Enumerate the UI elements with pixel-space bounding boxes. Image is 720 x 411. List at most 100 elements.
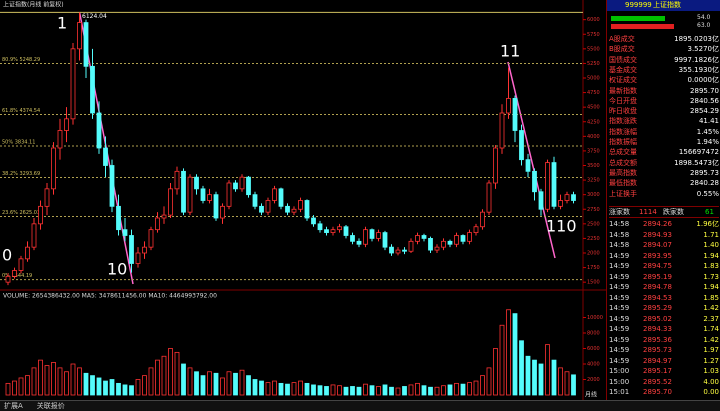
candle-body [31, 223, 37, 248]
candle-body [77, 22, 82, 50]
volume-tick-label: 8000 [587, 331, 600, 337]
candle-body [337, 226, 342, 231]
volume-bar [25, 375, 30, 396]
volume-bar [161, 355, 167, 396]
candle-body [207, 194, 212, 201]
annotation: 110 [546, 217, 577, 236]
candle-body [246, 176, 251, 196]
candle-body [129, 235, 134, 264]
candle-body [90, 65, 95, 114]
candle-body [519, 130, 524, 161]
volume-bar [480, 375, 485, 396]
tab[interactable]: 扩展A [4, 402, 23, 410]
candle-body [408, 240, 414, 252]
y-tick-label: 6000 [587, 17, 600, 23]
annotation: 1 [57, 14, 67, 33]
volume-bar [428, 386, 433, 396]
tick-volume: 1.94 [703, 283, 719, 291]
candle-body [512, 98, 518, 131]
candle-body [213, 194, 219, 219]
tick-volume: 1.42 [703, 304, 719, 312]
stat-label: 基金成交 [609, 65, 637, 74]
stat-row: 昨日收盘 2854.29 [609, 106, 719, 116]
tick-price: 2894.93 [643, 230, 672, 239]
updown: 1114 [639, 208, 657, 216]
volume-bar [298, 380, 303, 396]
candle-body [181, 170, 186, 213]
stat-value: 2854.29 [690, 107, 719, 116]
tick-row: 14:59 2894.53 1.85 [609, 293, 719, 303]
stat-label: 指数振幅 [609, 138, 637, 146]
tick-price: 2895.02 [643, 314, 672, 323]
volume-bar [506, 309, 511, 396]
candle-body [558, 200, 563, 207]
volume-bar [259, 380, 264, 396]
tick-volume: 0.00 [703, 388, 719, 396]
candle-body [460, 235, 466, 242]
y-tick-label: 1750 [587, 265, 600, 271]
tick-volume: 4.00 [703, 377, 719, 386]
candle-body [538, 191, 544, 210]
tick-price: 2894.97 [643, 356, 672, 365]
volume-bar [181, 363, 186, 396]
tick-price: 2895.73 [643, 346, 672, 354]
quote-panel: 999999 上证指数 54.0 63.0 A股成交 1895.0203亿 B股成交 3.52… [606, 0, 720, 400]
volume-bar [31, 367, 37, 396]
candle-body [103, 147, 108, 166]
tab[interactable]: 关联报价 [36, 402, 65, 410]
volume-bar [369, 385, 375, 396]
volume-bar [551, 359, 557, 396]
candle-body [298, 200, 303, 210]
volume-bar [148, 367, 154, 396]
volume-bar [239, 369, 245, 396]
volume-bar [454, 382, 459, 396]
fib-label: 0% 1544.19 [2, 273, 32, 279]
tick-price: 2895.52 [643, 377, 672, 386]
candle-body [324, 229, 329, 233]
tick-row: 14:59 2895.29 1.42 [609, 303, 719, 313]
candle-body [194, 176, 199, 190]
tick-price: 2895.19 [643, 272, 672, 281]
candle-body [441, 240, 446, 248]
volume-bar [447, 384, 453, 396]
updown: 跌家数 [663, 208, 684, 216]
volume-bar [538, 363, 544, 396]
volume-bar [311, 384, 316, 396]
volume-bar [434, 386, 440, 396]
candle-body [551, 162, 557, 207]
volume-bar [558, 367, 563, 396]
candle-body [259, 205, 264, 213]
tick-volume: 1.03 [703, 367, 719, 375]
candle-body [109, 165, 115, 207]
volume-bar [330, 384, 336, 396]
stat-label: 国债成交 [609, 55, 637, 64]
tick-time: 14:59 [609, 272, 630, 281]
tick-time: 14:59 [609, 346, 630, 354]
stat-label: 最高指数 [609, 168, 637, 177]
trend-line [507, 61, 556, 259]
volume-bar [278, 382, 284, 396]
tick-time: 14:59 [609, 293, 630, 302]
period-label: 月线 [585, 391, 597, 399]
volume-bar [116, 382, 121, 396]
tick-time: 14:59 [609, 314, 630, 323]
stat-row: 国债成交 9997.1826亿 [609, 55, 719, 65]
volume-bar [519, 340, 524, 396]
y-tick-label: 2000 [587, 251, 600, 257]
stat-label: B股成交 [609, 45, 635, 54]
stat-label: 总成交额 [609, 158, 637, 167]
candle-body [220, 205, 225, 219]
volume-bar [532, 359, 537, 396]
candle-body [44, 188, 50, 207]
stat-value: 355.1930亿 [678, 65, 719, 74]
volume-bar [460, 383, 466, 396]
tick-row: 14:59 2893.95 1.94 [609, 251, 719, 261]
stat-row: 总成交量 156697472 [609, 147, 719, 157]
tick-price: 2894.53 [643, 293, 672, 302]
volume-bar [571, 374, 576, 396]
candle-body [239, 176, 245, 190]
tick-volume: 1.40 [703, 241, 719, 249]
candle-body [493, 147, 498, 184]
tick-row: 14:58 2894.93 1.71 [609, 230, 719, 240]
stat-row: 指数振幅 1.94% [609, 137, 719, 147]
